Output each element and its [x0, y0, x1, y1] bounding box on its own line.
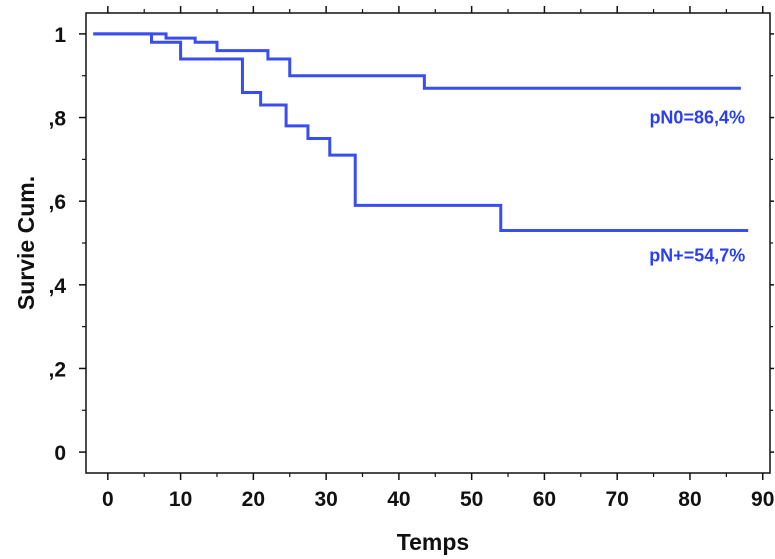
y-tick-label: ,2: [48, 358, 66, 381]
y-tick-label: ,6: [48, 191, 66, 214]
x-tick-label: 60: [533, 488, 556, 511]
x-tick-label: 50: [460, 488, 483, 511]
y-tick-label: 1: [54, 24, 66, 47]
x-tick-label: 20: [242, 488, 265, 511]
x-tick-label: 80: [678, 488, 701, 511]
annotation-label: pN+=54,7%: [649, 246, 745, 266]
series-layer: [93, 32, 749, 232]
y-tick-label: 0: [54, 442, 66, 465]
labels-layer: 0 10 20 30 40 50 60 70 80 90 0 ,2 ,4 ,6 ,8 1 pN0=86,4% pN…: [48, 24, 774, 511]
ticks-layer: [79, 6, 774, 480]
x-tick-label: 40: [387, 488, 410, 511]
x-tick-label: 30: [314, 488, 337, 511]
x-axis-title: Temps: [397, 529, 469, 555]
y-axis-title: Survie Cum.: [13, 176, 39, 310]
annotation-label: pN0=86,4%: [649, 108, 745, 128]
x-tick-label: 10: [169, 488, 192, 511]
series-line-2: [93, 32, 749, 232]
y-tick-label: ,4: [48, 275, 66, 298]
y-tick-label: ,8: [48, 108, 66, 131]
plot-frame: [85, 12, 771, 474]
x-tick-label: 70: [606, 488, 629, 511]
series-line-1: [93, 32, 741, 90]
x-tick-label: 0: [102, 488, 114, 511]
x-tick-label: 90: [751, 488, 774, 511]
